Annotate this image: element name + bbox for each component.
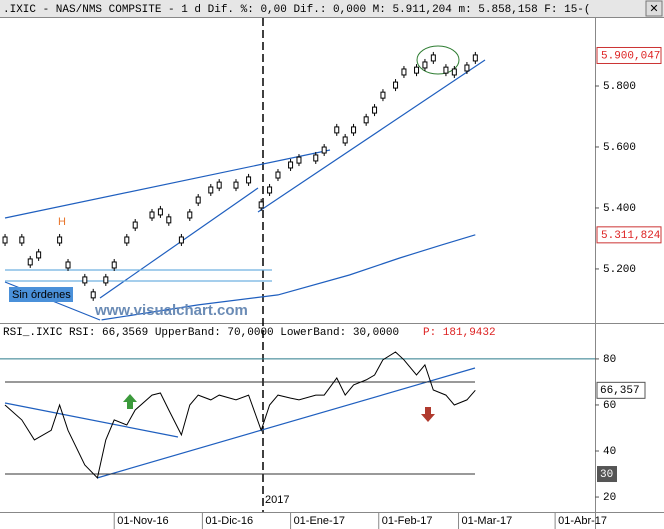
candle	[430, 54, 436, 62]
panel-title: RSI_.IXIC RSI: 66,3569 UpperBand: 70,000…	[3, 327, 399, 339]
candle	[65, 261, 71, 269]
year-label: 2017	[265, 494, 289, 506]
candle	[296, 156, 302, 164]
y-tick-label: 5.800	[603, 81, 636, 93]
header: .IXIC - NAS/NMS COMPSITE - 1 d Dif. %: 0…	[3, 4, 591, 16]
candle	[451, 68, 457, 76]
candle	[464, 64, 470, 72]
x-tick-label: 01-Nov-16	[117, 515, 168, 527]
buy-arrow	[123, 394, 137, 409]
candle	[103, 276, 109, 284]
price-label: 5.311,824	[601, 230, 661, 242]
candle	[124, 236, 130, 244]
status-box	[9, 287, 73, 302]
candle	[334, 126, 340, 134]
rsi-trendline	[96, 367, 476, 479]
y-tick-label: 5.600	[603, 142, 636, 154]
y-tick-label: 40	[603, 446, 616, 458]
sell-arrow	[421, 407, 435, 422]
candle	[393, 81, 399, 89]
candle	[216, 181, 222, 189]
candle	[275, 171, 281, 179]
header-bar	[0, 0, 664, 17]
candle	[372, 106, 378, 114]
candle	[132, 221, 138, 229]
highlight-ellipse	[416, 45, 460, 75]
panel-title-extra: P: 181,9432	[423, 327, 496, 339]
trendline	[257, 59, 486, 213]
candle	[208, 186, 214, 194]
candle	[472, 54, 478, 62]
candle	[351, 126, 357, 134]
moving-average	[101, 234, 476, 321]
candle	[422, 61, 428, 69]
candle	[166, 216, 172, 224]
rsi-trendline	[4, 402, 179, 438]
y-tick-label: 20	[603, 492, 616, 504]
candle	[258, 201, 264, 209]
price-label: 5.900,047	[601, 50, 660, 62]
close-icon: ✕	[649, 3, 658, 15]
candle	[313, 154, 319, 162]
band-label-box	[597, 466, 617, 483]
candle	[443, 66, 449, 74]
candle	[321, 146, 327, 154]
candle	[414, 66, 420, 74]
candle	[2, 236, 8, 244]
last-label-box	[596, 381, 646, 399]
x-tick-label: 01-Dic-16	[205, 515, 253, 527]
y-tick-label: 80	[603, 354, 616, 366]
candle	[288, 161, 294, 169]
candle	[57, 236, 63, 244]
annotation: H	[58, 216, 66, 228]
candle	[342, 136, 348, 144]
candle	[195, 196, 201, 204]
candle	[178, 236, 184, 244]
x-tick-label: 01-Abr-17	[558, 515, 607, 527]
candle	[380, 91, 386, 99]
y-tick-label: 5.200	[603, 264, 636, 276]
band-label: 30	[600, 469, 613, 481]
candle	[401, 68, 407, 76]
candle	[187, 211, 193, 219]
x-tick-label: 01-Ene-17	[294, 515, 345, 527]
price-label-box	[596, 226, 662, 244]
candle	[82, 276, 88, 284]
price-label-box	[596, 46, 662, 64]
candle	[36, 251, 42, 259]
x-tick-label: 01-Feb-17	[382, 515, 433, 527]
candle	[149, 211, 155, 219]
close-button[interactable]	[645, 0, 663, 17]
x-tick-label: 01-Mar-17	[462, 515, 513, 527]
rsi-line	[4, 351, 476, 479]
candle	[111, 261, 117, 269]
y-tick-label: 60	[603, 400, 616, 412]
candle	[233, 181, 239, 189]
trendline	[4, 149, 331, 219]
candle	[19, 236, 25, 244]
candle	[267, 186, 273, 194]
candle	[27, 258, 33, 266]
watermark: www.visualchart.com	[94, 302, 248, 319]
candle	[157, 208, 163, 216]
candle	[246, 176, 252, 184]
candle	[90, 291, 96, 299]
last-label: 66,357	[600, 385, 640, 397]
y-tick-label: 5.400	[603, 203, 636, 215]
candle	[363, 116, 369, 124]
annotation: Sin órdenes	[12, 289, 71, 301]
